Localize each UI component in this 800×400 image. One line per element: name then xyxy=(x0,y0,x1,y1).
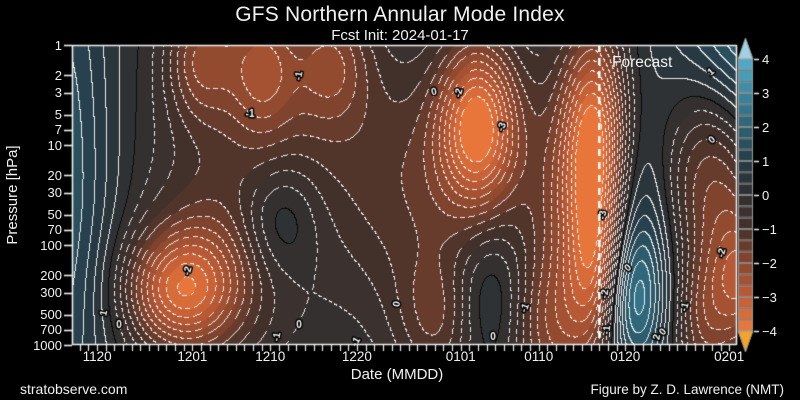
x-tick-label: 0120 xyxy=(610,349,641,364)
colorbar-tick-label: −3 xyxy=(762,289,777,305)
y-tick-label: 500 xyxy=(40,307,62,323)
x-tick-label: 0201 xyxy=(714,349,745,364)
y-tick-label: 300 xyxy=(40,285,62,301)
colorbar-tick-label: 0 xyxy=(762,187,770,203)
y-tick-label: 30 xyxy=(47,185,62,201)
y-tick-label: 70 xyxy=(47,222,62,237)
y-tick-label: 1000 xyxy=(33,337,62,353)
watermark-text: stratobserve.com xyxy=(20,381,128,397)
y-tick-label: 100 xyxy=(40,237,62,253)
y-tick-label: 2 xyxy=(54,67,62,83)
colorbar-tick-label: 2 xyxy=(762,119,770,135)
y-tick-label: 7 xyxy=(54,122,62,137)
x-tick-label: 1120 xyxy=(82,349,112,364)
colorbar-tick-label: 3 xyxy=(762,85,770,101)
y-tick-label: 700 xyxy=(40,322,62,337)
forecast-annotation: Forecast xyxy=(612,54,673,71)
colorbar-tick-label: −4 xyxy=(762,323,777,339)
page-title: GFS Northern Annular Mode Index xyxy=(235,3,565,26)
colorbar-tick-label: 1 xyxy=(762,153,770,169)
x-axis-label: Date (MMDD) xyxy=(350,366,444,383)
y-tick-label: 1 xyxy=(54,37,62,53)
colorbar-tick-label: −2 xyxy=(762,255,777,271)
y-tick-label: 5 xyxy=(54,107,62,123)
x-tick-label: 0101 xyxy=(445,349,476,364)
figure-credit: Figure by Z. D. Lawrence (NMT) xyxy=(590,382,784,397)
x-tick-label: 1220 xyxy=(341,349,372,364)
x-tick-label: 1210 xyxy=(255,349,286,364)
y-tick-label: 50 xyxy=(47,207,62,223)
y-tick-label: 10 xyxy=(47,137,62,153)
y-tick-label: 3 xyxy=(54,85,62,101)
y-tick-label: 200 xyxy=(40,267,62,283)
x-tick-label: 1201 xyxy=(177,349,208,364)
colorbar-tick-label: −1 xyxy=(762,221,777,237)
colorbar-tick-label: 4 xyxy=(762,51,770,67)
forecast-init-subtitle: Fcst Init: 2024-01-17 xyxy=(331,27,469,44)
x-tick-label: 0110 xyxy=(524,349,554,364)
y-tick-label: 20 xyxy=(47,167,62,183)
